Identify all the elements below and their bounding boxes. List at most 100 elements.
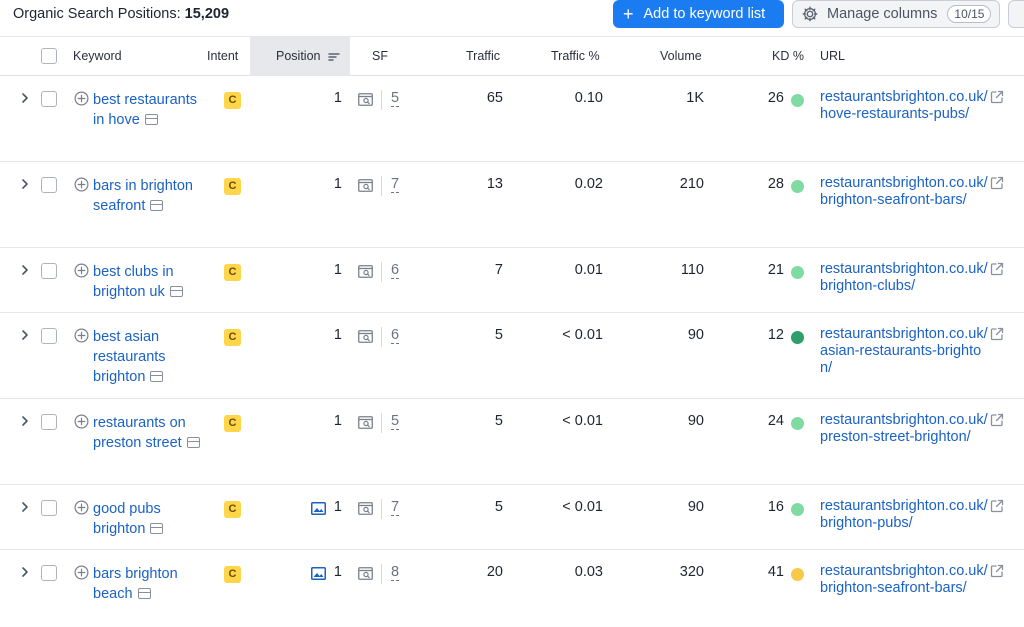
- sf-count-link[interactable]: 6: [391, 262, 400, 279]
- image-icon: [311, 567, 326, 580]
- intent-badge: C: [224, 264, 241, 281]
- serp-snapshot-icon[interactable]: [144, 114, 158, 125]
- external-link-icon[interactable]: [990, 327, 1004, 341]
- table-row: bars in brighton seafront C 1 7 13 0.02 …: [0, 162, 1024, 248]
- url-link[interactable]: restaurantsbrighton.co.uk/brighton-clubs…: [820, 261, 988, 294]
- url-link[interactable]: restaurantsbrighton.co.uk/brighton-seafr…: [820, 563, 988, 596]
- chevron-right-icon[interactable]: [20, 501, 30, 513]
- volume-value: 320: [679, 564, 704, 580]
- position-value: 1: [333, 327, 342, 343]
- col-keyword[interactable]: Keyword: [73, 49, 122, 63]
- add-circle-icon[interactable]: [74, 500, 89, 515]
- col-intent[interactable]: Intent: [207, 49, 239, 63]
- row-checkbox[interactable]: [41, 328, 57, 344]
- keyword-text: good pubs brighton: [93, 501, 161, 537]
- sf-divider: [381, 564, 382, 584]
- traffic-percent-value: < 0.01: [562, 499, 603, 515]
- table-row: restaurants on preston street C 1 5 5 < …: [0, 399, 1024, 485]
- keyword-link[interactable]: best asian restaurants brighton: [93, 327, 203, 387]
- image-icon: [311, 502, 326, 515]
- export-button[interactable]: [1008, 0, 1024, 28]
- serp-snapshot-icon[interactable]: [186, 437, 200, 448]
- keyword-text: best restaurants in hove: [93, 92, 197, 128]
- chevron-right-icon[interactable]: [20, 264, 30, 276]
- chevron-right-icon[interactable]: [20, 329, 30, 341]
- col-traffic[interactable]: Traffic: [466, 49, 501, 63]
- keyword-link[interactable]: best clubs in brighton uk: [93, 262, 203, 302]
- row-checkbox[interactable]: [41, 414, 57, 430]
- keyword-link[interactable]: good pubs brighton: [93, 499, 203, 539]
- keyword-text: best asian restaurants brighton: [93, 329, 166, 385]
- row-checkbox[interactable]: [41, 91, 57, 107]
- kd-difficulty-dot: [791, 503, 804, 516]
- add-circle-icon[interactable]: [74, 414, 89, 429]
- plus-icon: +: [623, 4, 634, 24]
- serp-snapshot-icon[interactable]: [137, 588, 151, 599]
- row-checkbox[interactable]: [41, 500, 57, 516]
- sf-count-link[interactable]: 5: [391, 413, 400, 430]
- serp-features-icon: [358, 265, 373, 278]
- url-link[interactable]: restaurantsbrighton.co.uk/brighton-seafr…: [820, 175, 988, 208]
- add-circle-icon[interactable]: [74, 263, 89, 278]
- sf-count-link[interactable]: 7: [391, 176, 400, 193]
- manage-columns-button[interactable]: Manage columns 10/15: [792, 0, 1000, 28]
- external-link-icon[interactable]: [990, 262, 1004, 276]
- col-volume[interactable]: Volume: [660, 49, 702, 63]
- keyword-link[interactable]: bars brighton beach: [93, 564, 203, 604]
- sf-count-link[interactable]: 6: [391, 327, 400, 344]
- chevron-right-icon[interactable]: [20, 415, 30, 427]
- keyword-link[interactable]: best restaurants in hove: [93, 90, 203, 130]
- traffic-value: 13: [486, 176, 503, 192]
- chevron-right-icon[interactable]: [20, 92, 30, 104]
- keyword-text: bars brighton beach: [93, 566, 178, 602]
- sf-count-link[interactable]: 8: [391, 564, 400, 581]
- serp-snapshot-icon[interactable]: [150, 200, 164, 211]
- volume-value: 90: [687, 327, 704, 343]
- external-link-icon[interactable]: [990, 564, 1004, 578]
- url-link[interactable]: restaurantsbrighton.co.uk/brighton-pubs/: [820, 498, 988, 531]
- row-checkbox[interactable]: [41, 177, 57, 193]
- intent-badge: C: [224, 415, 241, 432]
- external-link-icon[interactable]: [990, 90, 1004, 104]
- traffic-percent-value: 0.03: [574, 564, 603, 580]
- add-circle-icon[interactable]: [74, 328, 89, 343]
- serp-snapshot-icon[interactable]: [150, 371, 164, 382]
- serp-features-icon: [358, 93, 373, 106]
- serp-snapshot-icon[interactable]: [150, 523, 164, 534]
- kd-difficulty-dot: [791, 266, 804, 279]
- row-checkbox[interactable]: [41, 565, 57, 581]
- traffic-percent-value: 0.10: [574, 90, 603, 106]
- col-traffic-pct[interactable]: Traffic %: [551, 49, 600, 63]
- traffic-percent-value: 0.02: [574, 176, 603, 192]
- add-circle-icon[interactable]: [74, 177, 89, 192]
- col-url[interactable]: URL: [820, 49, 846, 63]
- col-kd[interactable]: KD %: [772, 49, 804, 63]
- kd-value: 12: [767, 327, 784, 343]
- external-link-icon[interactable]: [990, 176, 1004, 190]
- chevron-right-icon[interactable]: [20, 178, 30, 190]
- url-link[interactable]: restaurantsbrighton.co.uk/hove-restauran…: [820, 89, 988, 122]
- add-circle-icon[interactable]: [74, 91, 89, 106]
- traffic-value: 5: [494, 413, 503, 429]
- url-link[interactable]: restaurantsbrighton.co.uk/preston-street…: [820, 412, 988, 445]
- col-position[interactable]: Position: [276, 49, 340, 63]
- position-value: 1: [333, 564, 342, 580]
- add-circle-icon[interactable]: [74, 565, 89, 580]
- serp-features-icon: [358, 179, 373, 192]
- add-to-keyword-list-button[interactable]: + Add to keyword list: [613, 0, 784, 28]
- chevron-right-icon[interactable]: [20, 566, 30, 578]
- intent-badge: C: [224, 92, 241, 109]
- external-link-icon[interactable]: [990, 499, 1004, 513]
- select-all-checkbox[interactable]: [41, 48, 57, 64]
- serp-snapshot-icon[interactable]: [169, 286, 183, 297]
- row-checkbox[interactable]: [41, 263, 57, 279]
- sf-count-link[interactable]: 7: [391, 499, 400, 516]
- keyword-link[interactable]: bars in brighton seafront: [93, 176, 203, 216]
- col-sf[interactable]: SF: [372, 49, 388, 63]
- keyword-link[interactable]: restaurants on preston street: [93, 413, 203, 453]
- kd-value: 24: [767, 413, 784, 429]
- toolbar: Organic Search Positions: 15,209 + Add t…: [0, 0, 1024, 32]
- url-link[interactable]: restaurantsbrighton.co.uk/asian-restaura…: [820, 326, 988, 376]
- sf-count-link[interactable]: 5: [391, 90, 400, 107]
- external-link-icon[interactable]: [990, 413, 1004, 427]
